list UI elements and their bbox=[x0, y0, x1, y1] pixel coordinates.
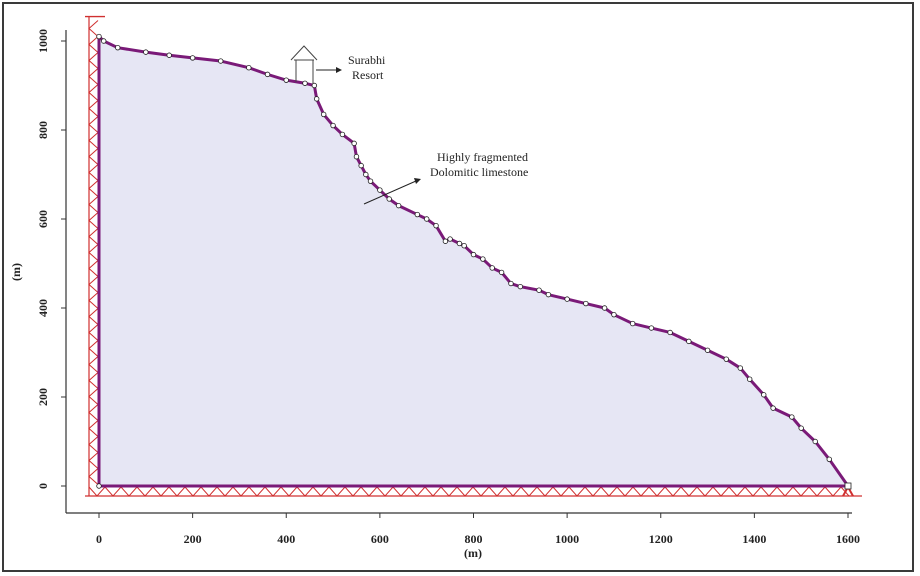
profile-node bbox=[353, 153, 360, 160]
annotation-resort-line2: Resort bbox=[352, 68, 384, 82]
profile-node bbox=[143, 49, 149, 55]
profile-node bbox=[812, 438, 818, 445]
profile-node bbox=[798, 425, 804, 431]
profile-node bbox=[264, 71, 271, 78]
y-tick-label: 0 bbox=[36, 483, 50, 489]
profile-node bbox=[302, 80, 308, 86]
profile-node bbox=[395, 202, 402, 209]
profile-node bbox=[363, 171, 369, 178]
profile-node bbox=[339, 131, 346, 138]
bottom-support-zigzag bbox=[88, 486, 850, 497]
profile-node bbox=[461, 242, 467, 249]
y-axis-title: (m) bbox=[9, 263, 23, 281]
x-tick-label: 600 bbox=[371, 532, 389, 546]
resort-arrow-head bbox=[336, 67, 342, 73]
profile-node bbox=[414, 211, 421, 218]
profile-node bbox=[423, 216, 430, 222]
profile-node bbox=[489, 265, 495, 271]
profile-node bbox=[218, 58, 224, 64]
profile-node bbox=[536, 287, 542, 293]
x-tick-label: 800 bbox=[465, 532, 483, 546]
profile-node bbox=[648, 325, 655, 331]
profile-node bbox=[704, 347, 711, 353]
profile-node bbox=[189, 55, 196, 61]
annotation-rock-line2: Dolomitic limestone bbox=[430, 165, 528, 179]
profile-node bbox=[770, 405, 776, 411]
profile-node bbox=[480, 256, 486, 262]
profile-node bbox=[517, 283, 524, 290]
y-tick-label: 600 bbox=[36, 210, 50, 228]
profile-node bbox=[96, 33, 102, 40]
profile-node bbox=[433, 222, 439, 229]
profile-node bbox=[508, 280, 514, 287]
profile-node bbox=[746, 376, 753, 382]
x-axis-title: (m) bbox=[464, 546, 482, 560]
profile-node bbox=[330, 122, 336, 129]
profile-node bbox=[246, 64, 252, 71]
x-tick-label: 200 bbox=[184, 532, 202, 546]
profile-node bbox=[311, 82, 318, 89]
profile-node bbox=[737, 365, 744, 371]
profile-node bbox=[447, 236, 453, 242]
profile-node bbox=[686, 338, 692, 345]
annotation-rock-line1: Highly fragmented bbox=[437, 150, 528, 164]
x-tick-label: 1400 bbox=[742, 532, 766, 546]
profile-node bbox=[826, 456, 832, 462]
profile-node bbox=[377, 187, 383, 193]
profile-node bbox=[367, 178, 374, 184]
profile-node bbox=[789, 414, 795, 420]
house-icon bbox=[290, 45, 318, 84]
slope-area-fill bbox=[99, 36, 848, 487]
left-support-zigzag bbox=[88, 20, 99, 485]
base-node-left bbox=[96, 483, 102, 489]
profile-node bbox=[583, 300, 589, 307]
x-tick-label: 1200 bbox=[649, 532, 673, 546]
profile-node bbox=[100, 38, 107, 44]
y-tick-label: 1000 bbox=[36, 29, 50, 53]
profile-node bbox=[629, 320, 636, 327]
profile-node bbox=[442, 238, 449, 244]
profile-node bbox=[470, 251, 477, 258]
annotation-resort-line1: Surabhi bbox=[348, 53, 386, 67]
profile-node bbox=[761, 392, 767, 398]
profile-node bbox=[611, 311, 617, 318]
profile-node bbox=[498, 269, 505, 276]
profile-node bbox=[545, 291, 552, 298]
profile-node bbox=[564, 296, 570, 302]
profile-node bbox=[115, 44, 121, 51]
x-tick-label: 0 bbox=[96, 532, 102, 546]
y-tick-label: 800 bbox=[36, 121, 50, 139]
profile-node bbox=[283, 77, 289, 83]
profile-node bbox=[321, 111, 327, 118]
profile-node bbox=[667, 329, 673, 336]
x-tick-label: 1600 bbox=[836, 532, 860, 546]
profile-node bbox=[166, 52, 172, 58]
profile-node bbox=[386, 196, 392, 202]
profile-node bbox=[456, 240, 463, 247]
profile-node bbox=[358, 162, 364, 169]
profile-node bbox=[351, 140, 357, 147]
y-tick-label: 400 bbox=[36, 299, 50, 317]
y-tick-label: 200 bbox=[36, 388, 50, 406]
x-tick-label: 1000 bbox=[555, 532, 579, 546]
x-tick-label: 400 bbox=[277, 532, 295, 546]
profile-node bbox=[601, 305, 608, 311]
profile-node bbox=[723, 356, 729, 362]
rock-arrow bbox=[363, 180, 417, 205]
base-node-right bbox=[844, 482, 852, 490]
rock-arrow-head bbox=[414, 178, 421, 184]
profile-node bbox=[313, 96, 320, 102]
